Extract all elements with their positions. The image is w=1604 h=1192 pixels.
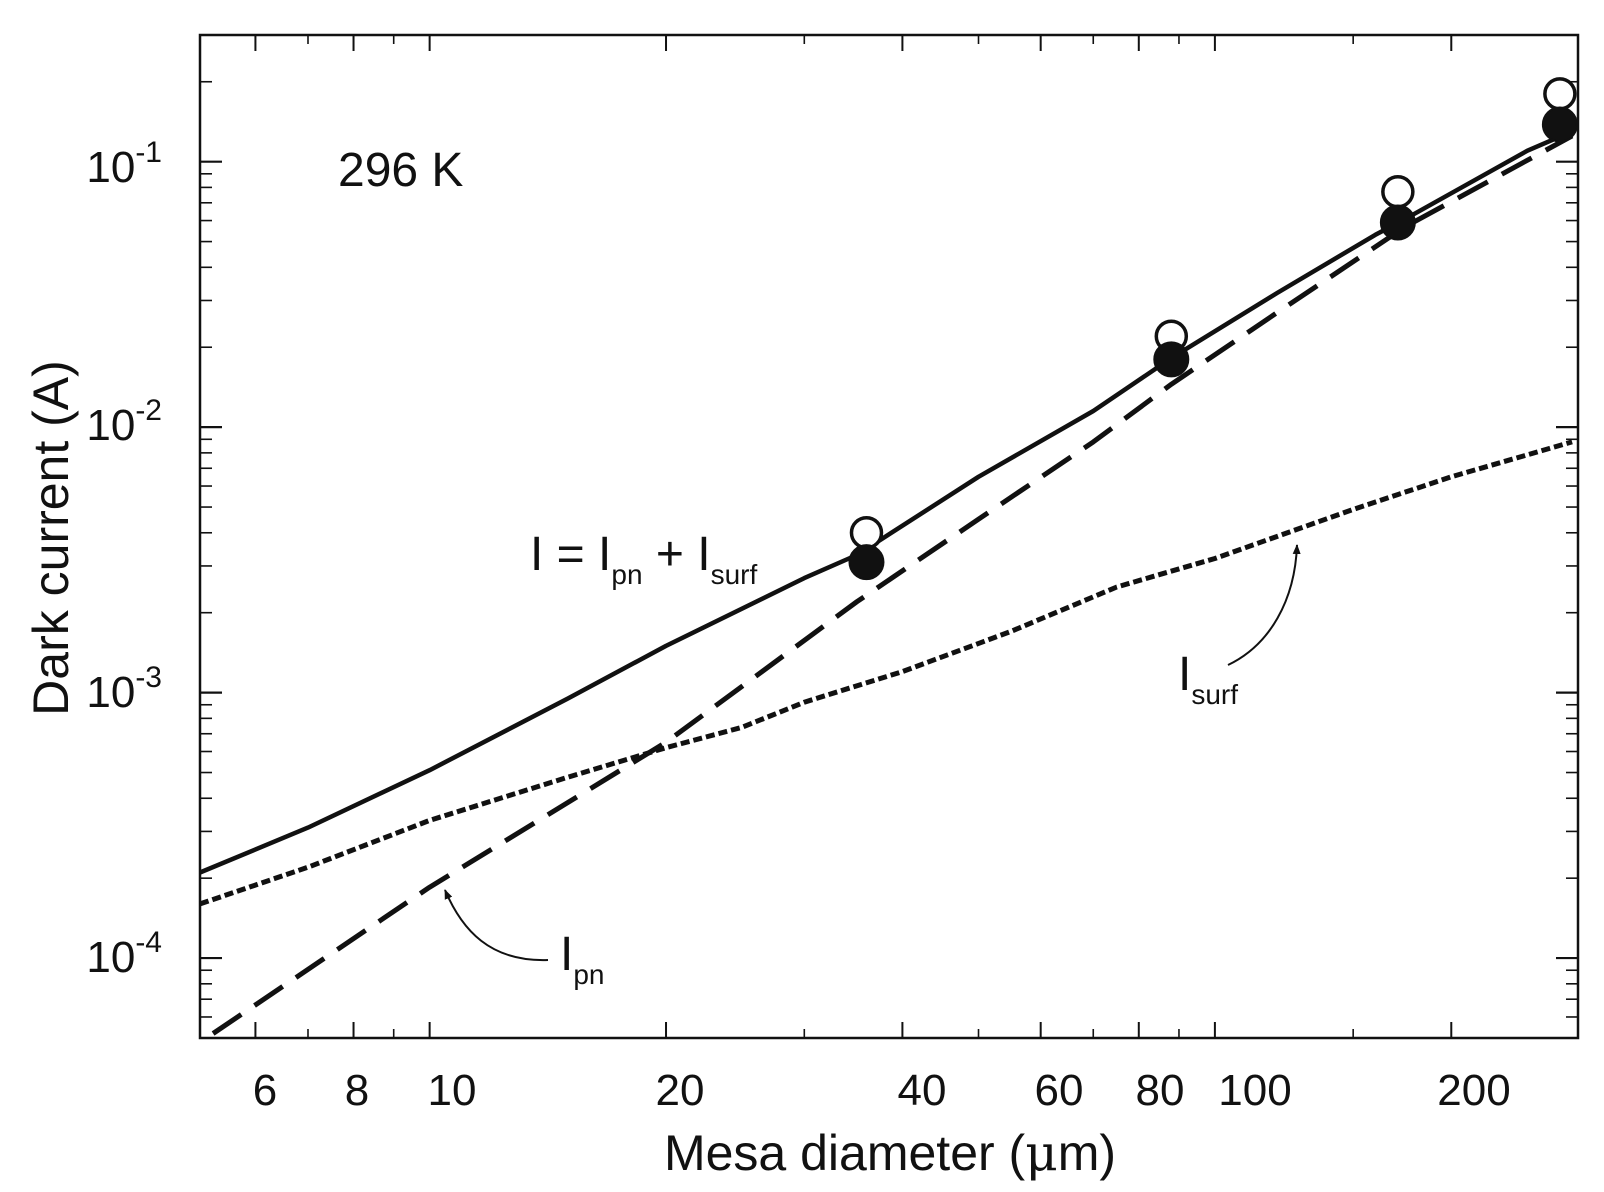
temperature-label: 296 K <box>338 144 463 197</box>
data-point-filled <box>1379 204 1416 241</box>
x-tick-label-80: 80 <box>1136 1066 1185 1115</box>
x-tick-label-100: 100 <box>1218 1066 1291 1115</box>
isurf-label: Isurf <box>1178 648 1238 710</box>
x-tick-label-8: 8 <box>345 1066 369 1115</box>
axis-ticks <box>200 35 1578 1039</box>
y-tick-label-1e-2: 10-2 <box>86 394 162 450</box>
x-tick-label-20: 20 <box>656 1066 705 1115</box>
x-tick-label-10: 10 <box>428 1066 477 1115</box>
series-line-solid <box>199 129 1573 875</box>
equation-label: I = Ipn + Isurf <box>530 528 757 590</box>
isurf-arrow <box>1227 544 1301 666</box>
x-axis-title: Mesa diameter (μm) <box>664 1124 1116 1182</box>
ipn-arrow <box>444 889 549 962</box>
series-line-dashed <box>211 133 1574 1036</box>
data-point-open <box>1381 175 1415 209</box>
data-point-filled <box>1541 106 1578 143</box>
data-point-open <box>1543 77 1577 111</box>
marker-layer <box>848 77 1578 581</box>
y-axis-title: Dark current (A) <box>23 360 79 716</box>
series-line-dotted <box>199 439 1573 907</box>
x-tick-label-40: 40 <box>898 1066 947 1115</box>
x-tick-label-6: 6 <box>253 1066 277 1115</box>
data-point-filled <box>848 544 885 581</box>
y-tick-label-1e-1: 10-1 <box>86 136 162 192</box>
data-point-open <box>849 516 884 550</box>
x-tick-label-200: 200 <box>1437 1066 1510 1115</box>
y-tick-label-1e-3: 10-3 <box>86 661 162 717</box>
plot-frame <box>198 33 1580 1040</box>
x-tick-labels: 6 8 10 20 40 60 80 100 200 <box>253 1066 1511 1115</box>
x-tick-label-60: 60 <box>1035 1066 1084 1115</box>
series-layer <box>199 129 1574 1036</box>
data-point-filled <box>1153 341 1190 378</box>
y-tick-labels: 10-4 10-3 10-2 10-1 <box>86 136 162 982</box>
y-tick-label-1e-4: 10-4 <box>86 926 162 982</box>
ipn-label: Ipn <box>560 928 605 990</box>
